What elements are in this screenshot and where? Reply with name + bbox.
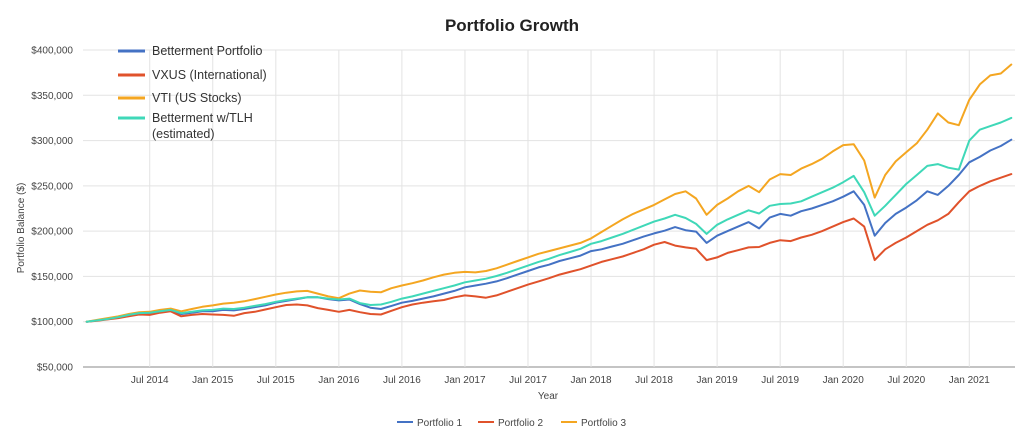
y-tick-label: $100,000 (31, 317, 73, 328)
series-line-1 (85, 138, 1013, 323)
legend-label: Portfolio 3 (581, 418, 626, 429)
legend-item-portfolio-2[interactable]: Portfolio 2 (478, 418, 543, 429)
x-tick-label: Jan 2020 (823, 375, 865, 386)
x-tick-label: Jul 2014 (131, 375, 169, 386)
legend-label: Betterment w/TLH (152, 111, 253, 125)
chart-title: Portfolio Growth (445, 16, 579, 35)
legend-label: VXUS (International) (152, 68, 267, 82)
x-tick-label: Jan 2019 (697, 375, 739, 386)
y-axis-label: Portfolio Balance ($) (16, 183, 27, 274)
x-tick-label: Jul 2016 (383, 375, 421, 386)
gridlines (83, 49, 1015, 368)
y-tick-label: $200,000 (31, 227, 73, 238)
legend-label: Portfolio 2 (498, 418, 543, 429)
series-line-2 (85, 173, 1013, 323)
legend-item-betterment-portfolio[interactable]: Betterment Portfolio (118, 44, 263, 58)
x-tick-label: Jul 2020 (887, 375, 925, 386)
y-tick-label: $50,000 (37, 363, 74, 374)
x-tick-label: Jan 2021 (949, 375, 991, 386)
x-tick-label: Jan 2015 (192, 375, 234, 386)
legend-item-portfolio-3[interactable]: Portfolio 3 (561, 418, 626, 429)
x-tick-label: Jul 2017 (509, 375, 547, 386)
legend-item-vxus[interactable]: VXUS (International) (118, 68, 267, 82)
x-tick-label: Jul 2018 (635, 375, 673, 386)
series-line-4 (85, 116, 1013, 323)
legend-item-betterment-tlh[interactable]: Betterment w/TLH (estimated) (118, 111, 253, 141)
legend-item-vti[interactable]: VTI (US Stocks) (118, 91, 242, 105)
legend-label: Portfolio 1 (417, 418, 462, 429)
x-tick-label: Jul 2015 (257, 375, 295, 386)
x-tick-label: Jan 2018 (570, 375, 612, 386)
x-axis-label: Year (538, 391, 559, 402)
series-lines (85, 63, 1013, 323)
y-tick-label: $250,000 (31, 181, 73, 192)
x-tick-label: Jan 2017 (444, 375, 486, 386)
y-tick-label: $350,000 (31, 91, 73, 102)
legend-item-portfolio-1[interactable]: Portfolio 1 (397, 418, 462, 429)
overlay-legend: Betterment Portfolio VXUS (International… (118, 44, 267, 141)
bottom-legend: Portfolio 1 Portfolio 2 Portfolio 3 (397, 418, 626, 429)
legend-label: Betterment Portfolio (152, 44, 263, 58)
legend-label-line2: (estimated) (152, 127, 215, 141)
x-axis-tick-labels: Jul 2014 Jan 2015 Jul 2015 Jan 2016 Jul 2016… (131, 375, 990, 386)
y-tick-label: $400,000 (31, 46, 73, 57)
x-tick-label: Jan 2016 (318, 375, 360, 386)
x-tick-label: Jul 2019 (761, 375, 799, 386)
y-tick-label: $150,000 (31, 272, 73, 283)
series-line-3 (85, 63, 1013, 323)
y-tick-label: $300,000 (31, 136, 73, 147)
legend-label: VTI (US Stocks) (152, 91, 242, 105)
y-axis-tick-labels: $50,000 $100,000 $150,000 $200,000 $250,000 $… (31, 46, 73, 374)
